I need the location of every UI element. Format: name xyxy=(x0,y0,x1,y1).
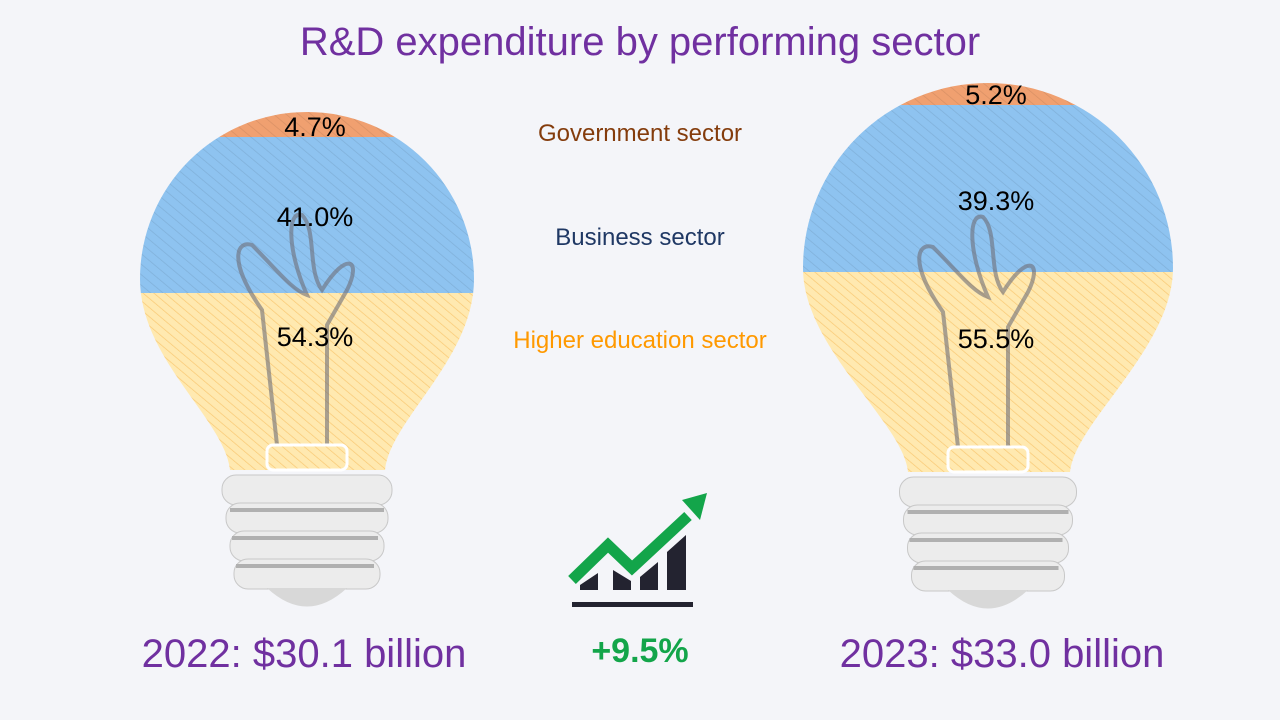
segment-hatch xyxy=(803,272,1173,472)
segment-hatch xyxy=(140,293,474,470)
bulb-base-ring xyxy=(229,530,385,562)
bulb-base-ring xyxy=(221,474,393,506)
bulb-tip xyxy=(948,590,1028,609)
bulb-tip xyxy=(267,588,347,607)
bulb-base-ring xyxy=(233,558,381,590)
lightbulb-2023: 5.2% 39.3% 55.5% xyxy=(803,80,1173,609)
data-label: 39.3% xyxy=(958,186,1035,216)
filament-holder xyxy=(946,445,1030,474)
filament-holder xyxy=(265,443,349,472)
data-label: 4.7% xyxy=(284,112,346,142)
data-label: 5.2% xyxy=(965,80,1027,110)
segment-hatch xyxy=(140,137,474,293)
bulb-base-ring xyxy=(225,502,389,534)
data-label: 54.3% xyxy=(277,322,354,352)
bulb-base-ring xyxy=(899,476,1077,508)
filament xyxy=(917,214,1036,448)
bulb-base-ring xyxy=(907,532,1069,564)
legend-business: Business sector xyxy=(555,224,725,251)
bulb-base-ring xyxy=(903,504,1073,536)
chart-title: R&D expenditure by performing sector xyxy=(299,20,981,64)
segment-hatch xyxy=(803,105,1173,272)
growth-chart-arrow-icon xyxy=(568,493,707,607)
legend-government: Government sector xyxy=(537,120,743,147)
bulb-base-ring xyxy=(911,560,1065,592)
total-2023: 2023: $33.0 billion xyxy=(839,632,1165,676)
lightbulb-2022: 4.7% 41.0% 54.3% xyxy=(140,112,474,607)
legend-higher-education: Higher education sector xyxy=(513,327,767,354)
total-2022: 2022: $30.1 billion xyxy=(141,632,467,676)
growth-label: +9.5% xyxy=(591,632,689,670)
filament xyxy=(236,212,355,446)
data-label: 41.0% xyxy=(277,202,354,232)
data-label: 55.5% xyxy=(958,324,1035,354)
